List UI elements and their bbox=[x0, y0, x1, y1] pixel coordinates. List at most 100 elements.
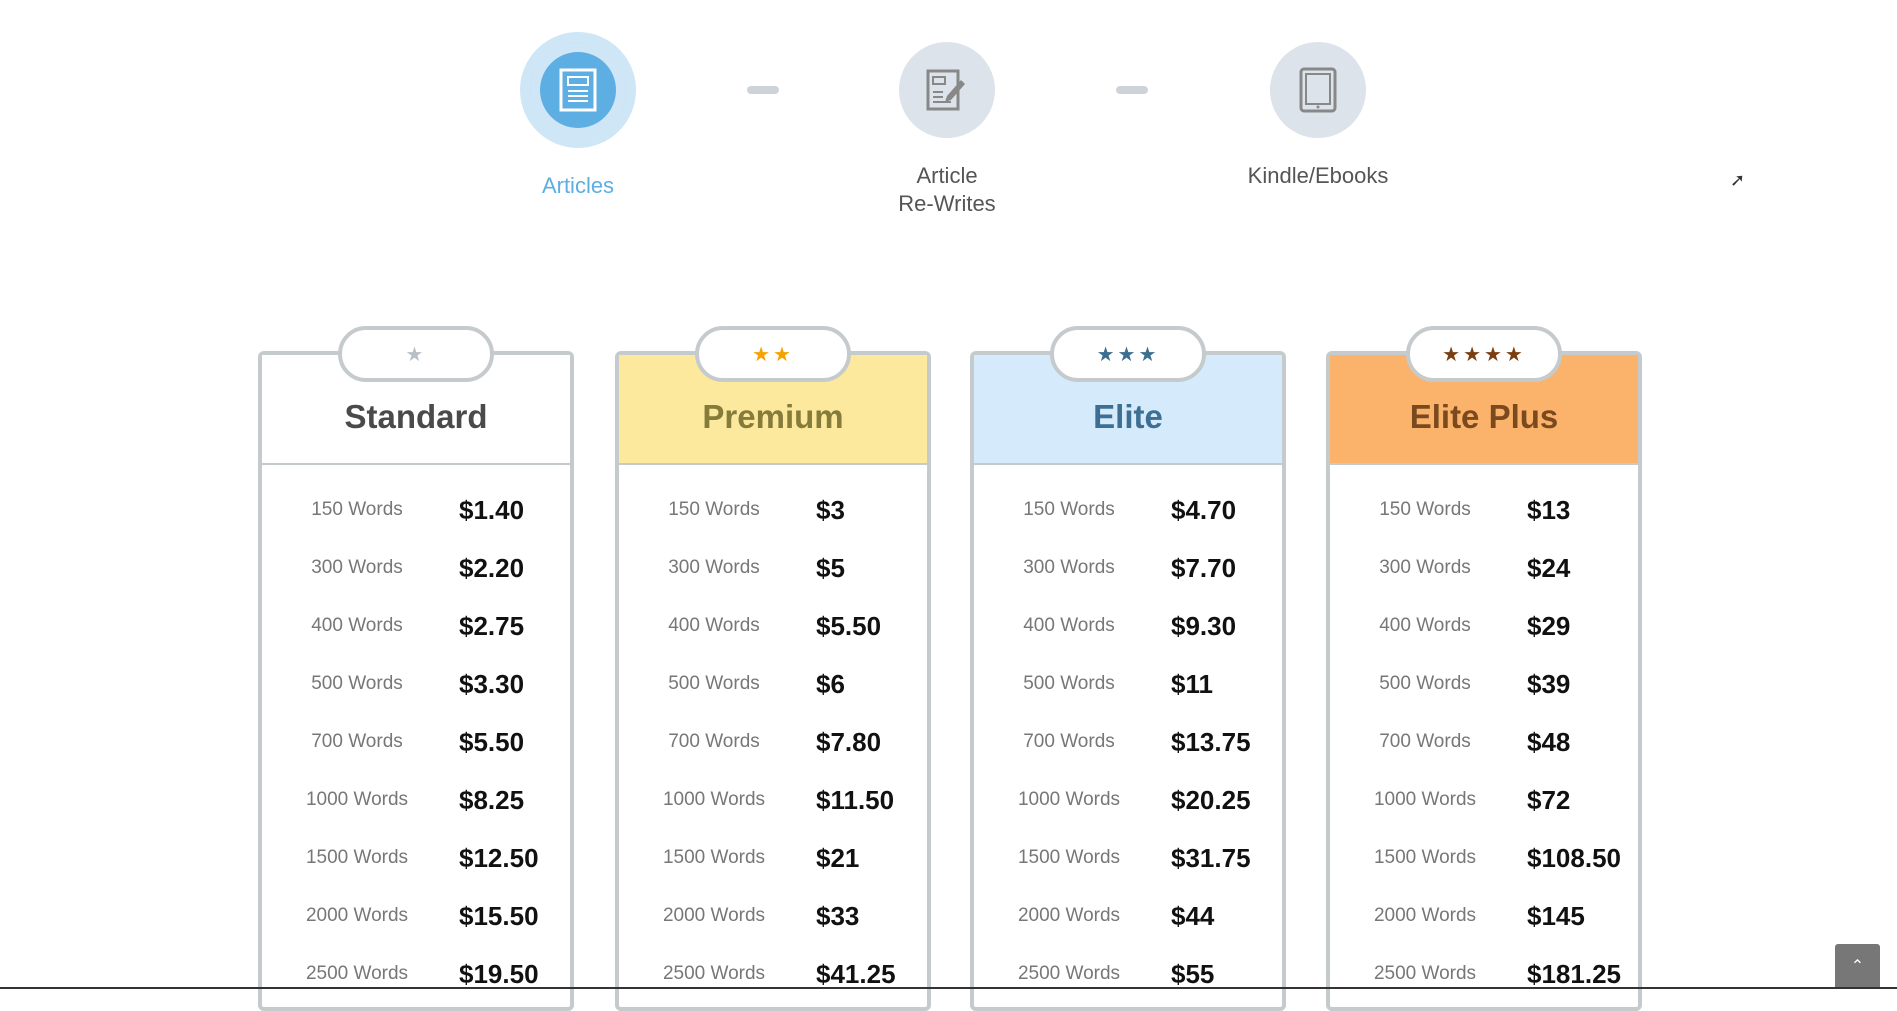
mouse-cursor-icon: ➚ bbox=[1730, 170, 1746, 190]
step-kindle-ebooks[interactable]: Kindle/Ebooks bbox=[1198, 32, 1438, 190]
word-count: 150 Words bbox=[1023, 499, 1115, 520]
price-row: 500 Words $6 bbox=[619, 657, 927, 715]
price-row: 1000 Words $20.25 bbox=[974, 773, 1282, 831]
price-row: 150 Words $3 bbox=[619, 483, 927, 541]
price-row: 400 Words $9.30 bbox=[974, 599, 1282, 657]
price: $2.75 bbox=[459, 611, 525, 641]
price: $19.50 bbox=[459, 959, 539, 989]
price-row: 2500 Words $181.25 bbox=[1330, 947, 1638, 1005]
word-count: 700 Words bbox=[668, 731, 760, 752]
price-row: 500 Words $11 bbox=[974, 657, 1282, 715]
price: $39 bbox=[1527, 669, 1571, 699]
price: $2.20 bbox=[459, 553, 525, 583]
price: $1.40 bbox=[459, 495, 525, 525]
price-row: 2000 Words $15.50 bbox=[262, 889, 570, 947]
price: $33 bbox=[816, 901, 860, 931]
step-connector bbox=[747, 86, 779, 94]
price-row: 700 Words $7.80 bbox=[619, 715, 927, 773]
word-count: 2000 Words bbox=[305, 905, 409, 926]
plan-title: Elite Plus bbox=[1409, 398, 1559, 435]
pricing-card-elite-plus: ★★★★ Elite Plus 150 Words $13 300 Words $24… bbox=[1326, 326, 1642, 1011]
rating-stars: ★ bbox=[338, 326, 494, 382]
price-row: 300 Words $7.70 bbox=[974, 541, 1282, 599]
word-count: 300 Words bbox=[311, 557, 403, 578]
price: $11 bbox=[1171, 669, 1213, 699]
price-row: 400 Words $29 bbox=[1330, 599, 1638, 657]
star-icon: ★★ bbox=[752, 343, 794, 366]
word-count: 700 Words bbox=[1379, 731, 1471, 752]
step-articles[interactable]: Articles bbox=[458, 32, 698, 200]
price: $181.25 bbox=[1527, 959, 1621, 989]
price: $41.25 bbox=[816, 959, 896, 989]
price-row: 2000 Words $145 bbox=[1330, 889, 1638, 947]
word-count: 400 Words bbox=[1023, 615, 1115, 636]
word-count: 1500 Words bbox=[1373, 847, 1477, 868]
price-row: 1500 Words $31.75 bbox=[974, 831, 1282, 889]
price: $12.50 bbox=[459, 843, 539, 873]
word-count: 1000 Words bbox=[1373, 789, 1477, 810]
word-count: 300 Words bbox=[668, 557, 760, 578]
word-count: 2500 Words bbox=[1017, 963, 1121, 984]
price-row: 300 Words $24 bbox=[1330, 541, 1638, 599]
word-count: 400 Words bbox=[668, 615, 760, 636]
price-row: 150 Words $1.40 bbox=[262, 483, 570, 541]
price-row: 2000 Words $33 bbox=[619, 889, 927, 947]
word-count: 700 Words bbox=[1023, 731, 1115, 752]
word-count: 2500 Words bbox=[1373, 963, 1477, 984]
price-row: 1500 Words $21 bbox=[619, 831, 927, 889]
article-icon bbox=[520, 32, 636, 148]
card-header: Premium bbox=[619, 355, 927, 465]
rating-stars: ★★★★ bbox=[1406, 326, 1562, 382]
plan-title: Elite bbox=[1093, 398, 1163, 435]
price: $15.50 bbox=[459, 901, 539, 931]
price: $13 bbox=[1527, 495, 1571, 525]
price: $4.70 bbox=[1171, 495, 1237, 525]
word-count: 500 Words bbox=[668, 673, 760, 694]
price: $8.25 bbox=[459, 785, 525, 815]
price-row: 1000 Words $72 bbox=[1330, 773, 1638, 831]
word-count: 1500 Words bbox=[305, 847, 409, 868]
step-article-rewrites[interactable]: Article Re-Writes bbox=[827, 32, 1067, 218]
step-connector bbox=[1116, 86, 1148, 94]
price: $3 bbox=[816, 495, 845, 525]
scroll-to-top-button[interactable]: ⌃ bbox=[1835, 944, 1880, 989]
price: $24 bbox=[1527, 553, 1571, 583]
price-row: 2500 Words $19.50 bbox=[262, 947, 570, 1005]
price: $3.30 bbox=[459, 669, 525, 699]
price-row: 150 Words $13 bbox=[1330, 483, 1638, 541]
price: $7.80 bbox=[816, 727, 882, 757]
word-count: 1000 Words bbox=[305, 789, 409, 810]
word-count: 500 Words bbox=[1379, 673, 1471, 694]
price: $108.50 bbox=[1527, 843, 1621, 873]
price-row: 700 Words $48 bbox=[1330, 715, 1638, 773]
price-row: 1000 Words $11.50 bbox=[619, 773, 927, 831]
word-count: 2000 Words bbox=[662, 905, 766, 926]
price-row: 300 Words $5 bbox=[619, 541, 927, 599]
pricing-card-premium: ★★ Premium 150 Words $3 300 Words $5 400 Wor… bbox=[615, 326, 931, 1011]
word-count: 150 Words bbox=[311, 499, 403, 520]
word-count: 150 Words bbox=[668, 499, 760, 520]
price-row: 1500 Words $108.50 bbox=[1330, 831, 1638, 889]
pricing-card-standard: ★ Standard 150 Words $1.40 300 Words $2.20 4… bbox=[258, 326, 574, 1011]
star-icon: ★ bbox=[405, 343, 427, 366]
word-count: 1000 Words bbox=[662, 789, 766, 810]
step-label: Articles bbox=[541, 173, 615, 198]
price-row: 400 Words $5.50 bbox=[619, 599, 927, 657]
price: $31.75 bbox=[1171, 843, 1251, 873]
word-count: 700 Words bbox=[311, 731, 403, 752]
price: $11.50 bbox=[816, 785, 895, 815]
price-row: 2000 Words $44 bbox=[974, 889, 1282, 947]
bottom-edge bbox=[0, 987, 1897, 989]
price: $7.70 bbox=[1171, 553, 1237, 583]
word-count: 300 Words bbox=[1379, 557, 1471, 578]
word-count: 400 Words bbox=[311, 615, 403, 636]
price: $48 bbox=[1527, 727, 1571, 757]
price: $13.75 bbox=[1171, 727, 1251, 757]
price: $29 bbox=[1527, 611, 1571, 641]
rating-stars: ★★ bbox=[695, 326, 851, 382]
word-count: 2500 Words bbox=[662, 963, 766, 984]
word-count: 1500 Words bbox=[1017, 847, 1121, 868]
price-row: 300 Words $2.20 bbox=[262, 541, 570, 599]
plan-title: Premium bbox=[702, 398, 844, 435]
price-row: 150 Words $4.70 bbox=[974, 483, 1282, 541]
